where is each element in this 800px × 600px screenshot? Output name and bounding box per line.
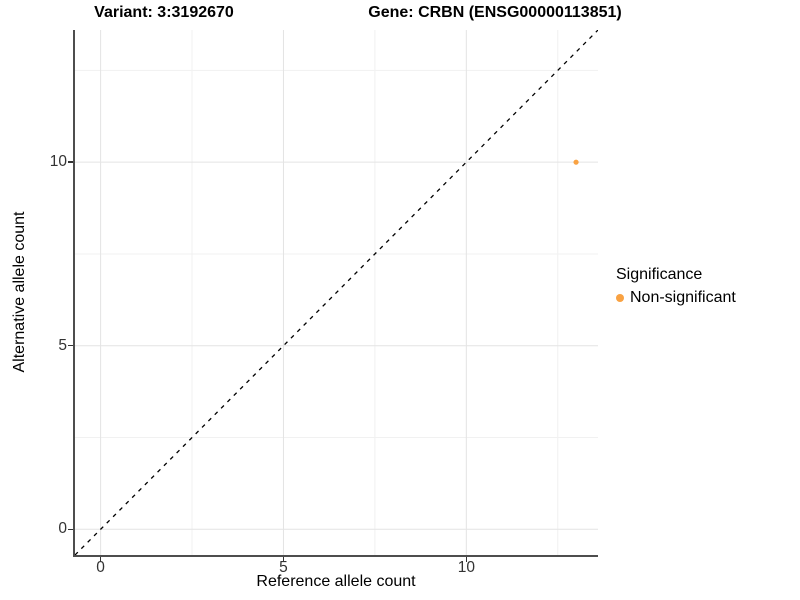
x-tick-label: 5 <box>279 559 288 576</box>
legend-title: Significance <box>616 266 703 283</box>
legend: Significance Non-significant <box>616 266 736 307</box>
x-tick-mark <box>465 557 468 562</box>
y-tick-label: 5 <box>58 336 67 354</box>
y-tick-label: 10 <box>49 153 67 171</box>
legend-item: Non-significant <box>616 289 736 307</box>
data-point <box>573 159 579 165</box>
y-tick-mark <box>68 344 73 347</box>
y-tick-mark <box>68 528 73 531</box>
legend-item-label: Non-significant <box>630 289 736 306</box>
identity-line <box>75 30 598 555</box>
x-tick-label: 10 <box>457 559 475 576</box>
y-tick-mark <box>68 161 73 163</box>
scatter-plot <box>75 30 598 555</box>
x-tick-mark <box>282 557 285 562</box>
variant-title: Variant: 3:3192670 <box>94 4 234 21</box>
x-tick-label: 0 <box>96 559 105 576</box>
legend-swatch-icon <box>616 294 624 302</box>
x-axis-title: Reference allele count <box>256 573 416 590</box>
gene-title: Gene: CRBN (ENSG00000113851) <box>368 4 622 21</box>
x-tick-mark <box>99 557 102 562</box>
y-axis-title: Alternative allele count <box>11 211 28 373</box>
plot-panel <box>73 30 598 557</box>
y-tick-label: 0 <box>58 520 67 538</box>
legend-items: Non-significant <box>616 289 736 307</box>
